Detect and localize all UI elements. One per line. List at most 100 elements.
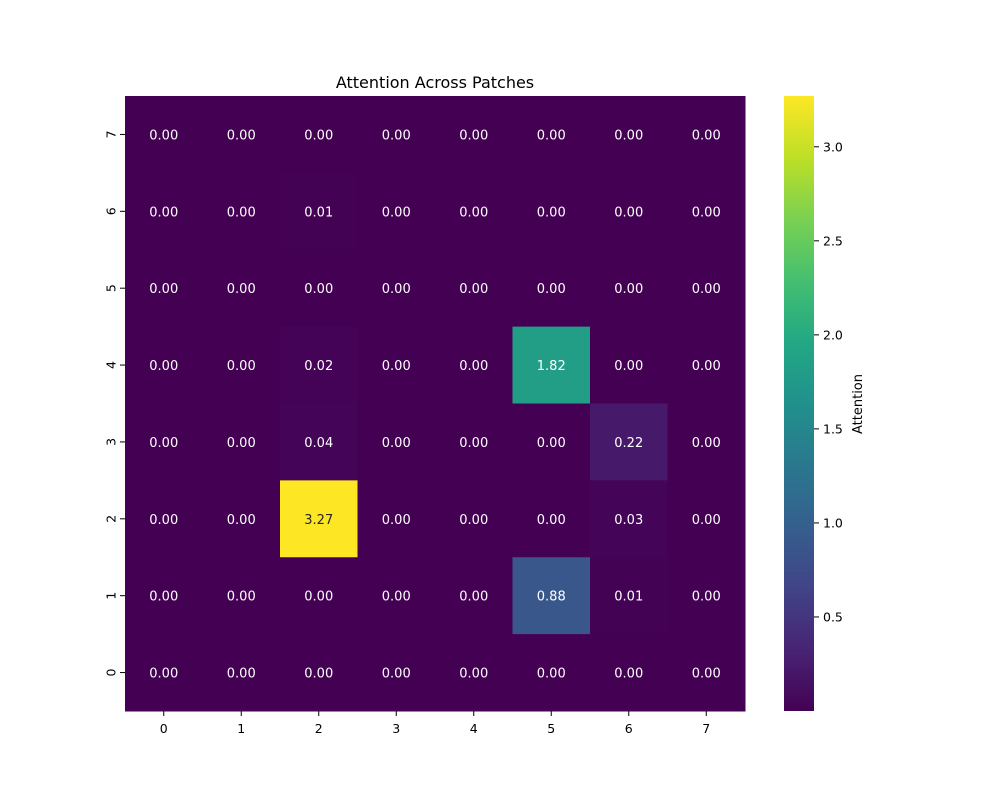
cell-value-label: 0.00 — [459, 436, 488, 451]
heatmap-cell — [202, 172, 281, 251]
cell-value-label: 0.00 — [149, 667, 178, 682]
heatmap-cell — [202, 634, 281, 712]
cell-value-label: 0.00 — [692, 667, 721, 682]
cell-value-label: 0.00 — [459, 667, 488, 682]
cell-value-label: 0.00 — [382, 359, 411, 374]
cell-value-label: 0.00 — [614, 667, 643, 682]
heatmap-cell — [512, 480, 591, 558]
heatmap-cell — [280, 403, 358, 481]
heatmap-cell — [357, 96, 436, 174]
heatmap-cell — [512, 634, 591, 712]
heatmap-cell — [357, 249, 436, 328]
cell-value-label: 0.00 — [459, 282, 488, 297]
cell-value-label: 0.22 — [614, 436, 643, 451]
heatmap-cell — [280, 557, 358, 635]
cell-value-label: 0.02 — [304, 359, 333, 374]
heatmap-cell — [590, 172, 668, 251]
cell-value-label: 0.00 — [382, 513, 411, 528]
cell-value-label: 0.00 — [537, 667, 566, 682]
cell-value-label: 0.00 — [459, 590, 488, 605]
colorbar-tick-label: 2.5 — [823, 233, 843, 248]
x-axis: 0 1 2 3 4 5 6 7 — [160, 711, 710, 736]
heatmap-cell — [357, 326, 436, 404]
cell-value-label: 0.00 — [537, 205, 566, 220]
cell-value-label: 0.00 — [227, 282, 256, 297]
cell-value-label: 0.00 — [227, 205, 256, 220]
heatmap-cell — [202, 403, 281, 481]
heatmap-cell — [512, 172, 591, 251]
cell-value-label: 0.00 — [149, 205, 178, 220]
heatmap-cells — [125, 96, 746, 712]
heatmap-cell — [357, 634, 436, 712]
cell-value-label: 0.00 — [149, 282, 178, 297]
cell-value-label: 0.00 — [382, 282, 411, 297]
heatmap-cell — [435, 249, 513, 328]
cell-value-label: 0.04 — [304, 436, 333, 451]
cell-value-label: 0.01 — [304, 205, 333, 220]
heatmap-cell — [590, 634, 668, 712]
heatmap-cell — [590, 249, 668, 328]
cell-value-label: 0.00 — [227, 667, 256, 682]
cell-value-label: 0.00 — [692, 359, 721, 374]
y-tick-label: 1 — [104, 592, 119, 600]
heatmap-cell — [667, 96, 746, 174]
cell-value-label: 0.00 — [304, 128, 333, 143]
x-tick-label: 4 — [470, 721, 478, 736]
y-tick-label: 3 — [104, 438, 119, 446]
heatmap-cell — [280, 480, 358, 558]
heatmap-cell — [357, 557, 436, 635]
heatmap-cell — [590, 403, 668, 481]
cell-value-label: 0.00 — [149, 359, 178, 374]
cell-value-label: 0.00 — [227, 436, 256, 451]
x-tick-label: 6 — [625, 721, 633, 736]
heatmap-cell — [125, 326, 203, 404]
cell-value-label: 0.00 — [382, 590, 411, 605]
colorbar-tick-label: 1.0 — [823, 515, 843, 530]
cell-value-label: 0.00 — [304, 667, 333, 682]
heatmap-cell — [357, 480, 436, 558]
cell-value-label: 0.00 — [227, 513, 256, 528]
cell-value-label: 0.00 — [304, 282, 333, 297]
cell-value-label: 0.00 — [692, 128, 721, 143]
heatmap-cell — [667, 249, 746, 328]
heatmap-cell — [667, 480, 746, 558]
heatmap-cell — [280, 634, 358, 712]
cell-value-label: 0.00 — [382, 667, 411, 682]
x-tick-label: 5 — [547, 721, 555, 736]
heatmap-cell — [125, 634, 203, 712]
y-tick-label: 0 — [104, 669, 119, 677]
heatmap-cell — [280, 249, 358, 328]
cell-value-label: 0.00 — [382, 128, 411, 143]
heatmap-cell — [125, 172, 203, 251]
cell-value-label: 0.00 — [304, 590, 333, 605]
heatmap-cell — [280, 96, 358, 174]
heatmap-cell — [512, 326, 591, 404]
colorbar-label: Attention — [851, 374, 866, 434]
heatmap-cell — [202, 480, 281, 558]
heatmap-cell — [357, 172, 436, 251]
colorbar — [784, 96, 814, 711]
cell-value-label: 3.27 — [304, 513, 333, 528]
heatmap-cell — [357, 403, 436, 481]
cell-value-label: 0.00 — [149, 590, 178, 605]
cell-value-label: 0.00 — [692, 282, 721, 297]
heatmap-cell — [435, 403, 513, 481]
cell-value-label: 0.00 — [227, 359, 256, 374]
heatmap-cell — [667, 326, 746, 404]
heatmap-cell — [512, 557, 591, 635]
colorbar-tick-label: 0.5 — [823, 609, 843, 624]
cell-value-label: 0.00 — [459, 205, 488, 220]
cell-value-label: 0.00 — [149, 128, 178, 143]
cell-value-label: 0.00 — [537, 128, 566, 143]
heatmap-cell — [667, 634, 746, 712]
colorbar-tick-label: 2.0 — [823, 327, 843, 342]
cell-value-label: 0.00 — [382, 436, 411, 451]
cell-value-label: 0.00 — [227, 590, 256, 605]
heatmap-cell — [435, 96, 513, 174]
heatmap-cell — [202, 326, 281, 404]
cell-value-label: 0.00 — [382, 205, 411, 220]
heatmap-cell — [125, 249, 203, 328]
cell-value-label: 0.00 — [614, 205, 643, 220]
heatmap-cell — [125, 96, 203, 174]
y-axis: 7 6 5 4 3 2 1 0 — [104, 130, 125, 677]
